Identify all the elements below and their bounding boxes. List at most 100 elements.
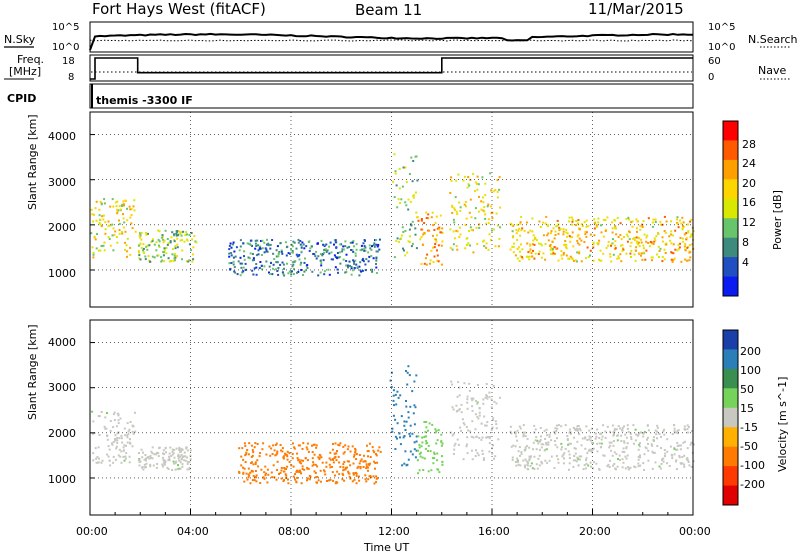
- velocity-cell: [371, 446, 374, 449]
- power-cell: [531, 243, 534, 246]
- power-cell: [598, 258, 600, 261]
- power-cell: [565, 246, 567, 249]
- velocity-cell: [613, 451, 616, 454]
- power-cell: [317, 274, 320, 277]
- velocity-cell: [598, 442, 601, 445]
- velocity-cell: [623, 451, 626, 453]
- power-cell: [651, 225, 654, 228]
- power-cell: [266, 243, 269, 246]
- power-cell: [678, 246, 681, 249]
- velocity-cell: [585, 425, 588, 428]
- power-cell: [474, 207, 477, 210]
- power-cell: [689, 220, 692, 223]
- power-cell: [498, 176, 501, 179]
- power-cell: [604, 219, 607, 222]
- power-cell: [565, 247, 568, 250]
- power-cell: [483, 245, 486, 248]
- velocity-cell: [413, 441, 416, 444]
- power-cell: [346, 246, 349, 249]
- velocity-cell: [240, 455, 243, 458]
- power-cell: [273, 258, 276, 260]
- power-cell: [145, 232, 148, 234]
- power-cell: [457, 173, 460, 176]
- power-cell: [130, 222, 133, 225]
- power-cell: [468, 184, 471, 187]
- power-cell: [643, 233, 646, 236]
- power-cell: [116, 200, 119, 203]
- velocity-cell: [452, 433, 455, 436]
- velocity-cell: [108, 448, 111, 451]
- velocity-cell: [263, 477, 266, 480]
- power-cell: [638, 241, 640, 244]
- velocity-cell: [302, 442, 305, 445]
- power-cell: [552, 227, 555, 230]
- power-cell: [341, 250, 344, 253]
- velocity-cell: [120, 437, 123, 440]
- power-cell: [547, 239, 550, 242]
- power-cell: [533, 243, 536, 246]
- power-cell: [363, 249, 366, 252]
- power-cell: [345, 260, 348, 262]
- power-cell: [174, 245, 177, 247]
- power-cell: [685, 238, 688, 241]
- power-cell: [643, 247, 645, 250]
- velocity-cell: [409, 435, 412, 438]
- velocity-cell: [356, 466, 359, 469]
- velocity-cell: [364, 474, 367, 477]
- velocity-cell: [572, 426, 575, 429]
- velocity-cell: [109, 429, 112, 432]
- power-cell: [271, 239, 274, 241]
- velocity-cell: [281, 450, 284, 453]
- velocity-cell: [179, 461, 182, 464]
- velocity-cell: [128, 428, 131, 431]
- velocity-cell: [638, 432, 641, 435]
- velocity-cell: [275, 478, 278, 481]
- velocity-cell: [647, 449, 650, 452]
- velocity-cell: [316, 481, 318, 484]
- power-cell: [334, 241, 337, 244]
- velocity-heatmap-data: [91, 365, 695, 485]
- velocity-cell: [466, 436, 469, 439]
- velocity-cell: [98, 415, 101, 418]
- power-cell: [99, 218, 102, 221]
- velocity-cell: [353, 453, 356, 456]
- velocity-cell: [490, 406, 493, 409]
- power-cell: [630, 221, 633, 224]
- velocity-cell: [115, 425, 118, 428]
- velocity-cell: [639, 464, 642, 467]
- velocity-cell: [286, 450, 289, 453]
- velocity-cell: [342, 445, 345, 448]
- power-cell: [680, 260, 683, 263]
- power-cell: [119, 208, 122, 211]
- velocity-cell: [491, 418, 494, 421]
- power-cell: [487, 218, 490, 221]
- velocity-cell: [470, 435, 473, 438]
- power-cell: [184, 233, 187, 236]
- power-cell: [261, 247, 264, 250]
- power-cell: [129, 246, 132, 249]
- velocity-cell: [566, 435, 569, 437]
- power-cell: [519, 222, 522, 225]
- power-cell: [174, 247, 177, 250]
- power-cell: [420, 236, 423, 239]
- velocity-cell: [626, 466, 629, 469]
- power-cell: [440, 244, 443, 247]
- power-cell: [476, 175, 479, 178]
- velocity-cell: [687, 431, 690, 434]
- power-cell: [562, 251, 565, 254]
- velocity-cell: [516, 439, 519, 442]
- power-cell: [115, 236, 118, 238]
- velocity-cell: [578, 458, 581, 461]
- power-cell: [640, 254, 642, 257]
- power-cell: [328, 245, 331, 248]
- power-cell: [306, 266, 309, 269]
- power-cell: [663, 230, 666, 232]
- velocity-cell: [686, 457, 689, 459]
- velocity-cell: [318, 458, 321, 461]
- velocity-cell: [646, 424, 649, 427]
- power-cell: [352, 250, 355, 253]
- power-cell: [415, 155, 418, 158]
- power-cell: [111, 198, 114, 201]
- velocity-cell: [541, 462, 544, 465]
- velocity-cell: [634, 428, 637, 431]
